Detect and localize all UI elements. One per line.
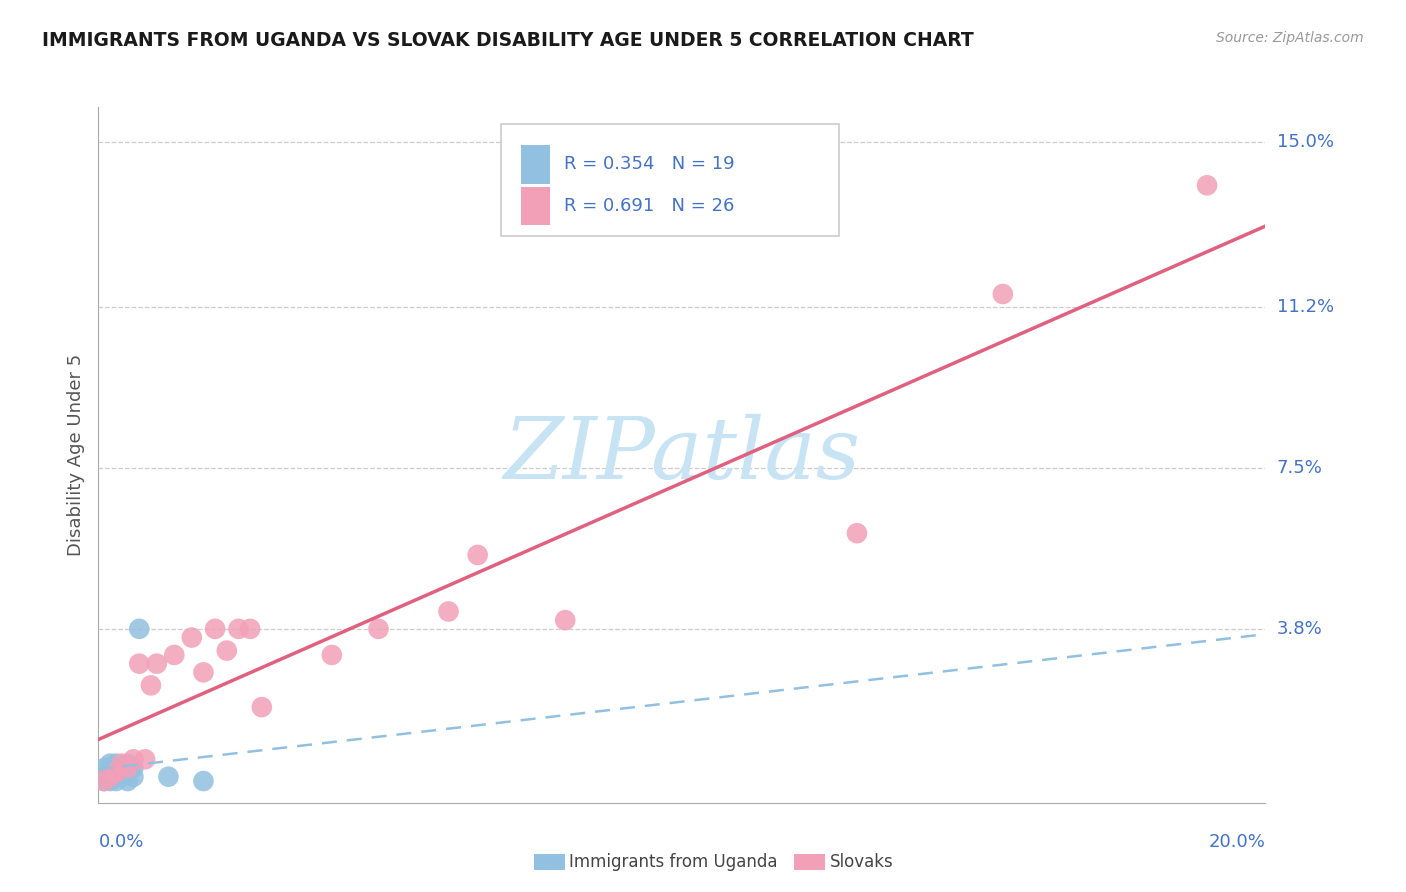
Point [98, 756, 121, 771]
Point [193, 665, 215, 680]
Point [104, 756, 127, 771]
Point [93, 761, 115, 775]
Point [437, 605, 460, 619]
Point [93, 774, 115, 789]
Point [111, 770, 134, 784]
Text: Slovaks: Slovaks [830, 853, 893, 871]
Point [122, 770, 145, 784]
Point [250, 700, 273, 714]
Point [98, 774, 121, 789]
Text: 3.8%: 3.8% [1277, 620, 1322, 638]
Point [122, 761, 145, 775]
Point [104, 774, 127, 789]
Point [93, 774, 115, 789]
Point [193, 774, 215, 789]
Point [146, 657, 169, 671]
Point [367, 622, 389, 636]
Point [554, 613, 576, 627]
Point [321, 648, 343, 662]
Point [98, 770, 121, 784]
Point [117, 774, 139, 789]
Point [104, 765, 127, 780]
Point [239, 622, 262, 636]
Point [157, 770, 180, 784]
FancyBboxPatch shape [501, 124, 839, 235]
Point [117, 761, 139, 775]
Point [467, 548, 489, 562]
Text: IMMIGRANTS FROM UGANDA VS SLOVAK DISABILITY AGE UNDER 5 CORRELATION CHART: IMMIGRANTS FROM UGANDA VS SLOVAK DISABIL… [42, 31, 974, 50]
Point [122, 752, 145, 766]
Point [204, 622, 226, 636]
Text: Immigrants from Uganda: Immigrants from Uganda [569, 853, 778, 871]
Point [163, 648, 186, 662]
Point [228, 622, 250, 636]
Point [991, 287, 1014, 301]
Point [117, 756, 139, 771]
Point [93, 770, 115, 784]
Point [215, 643, 238, 657]
Text: R = 0.354   N = 19: R = 0.354 N = 19 [564, 155, 735, 173]
Text: 15.0%: 15.0% [1277, 133, 1333, 151]
Point [128, 657, 150, 671]
Point [180, 631, 202, 645]
Text: 7.5%: 7.5% [1277, 459, 1323, 477]
Point [117, 765, 139, 780]
Text: Source: ZipAtlas.com: Source: ZipAtlas.com [1216, 31, 1364, 45]
Text: 20.0%: 20.0% [1209, 833, 1265, 851]
Point [139, 678, 162, 692]
Bar [520, 145, 550, 184]
Point [846, 526, 869, 541]
Point [111, 756, 134, 771]
Text: ZIPatlas: ZIPatlas [503, 414, 860, 496]
Point [98, 765, 121, 780]
Point [111, 761, 134, 775]
Text: R = 0.691   N = 26: R = 0.691 N = 26 [564, 197, 734, 215]
Point [1195, 178, 1218, 193]
Point [134, 752, 156, 766]
Text: 11.2%: 11.2% [1277, 298, 1334, 316]
Y-axis label: Disability Age Under 5: Disability Age Under 5 [66, 354, 84, 556]
Point [128, 622, 150, 636]
Point [104, 765, 127, 780]
Text: 0.0%: 0.0% [98, 833, 143, 851]
Bar [520, 187, 550, 226]
